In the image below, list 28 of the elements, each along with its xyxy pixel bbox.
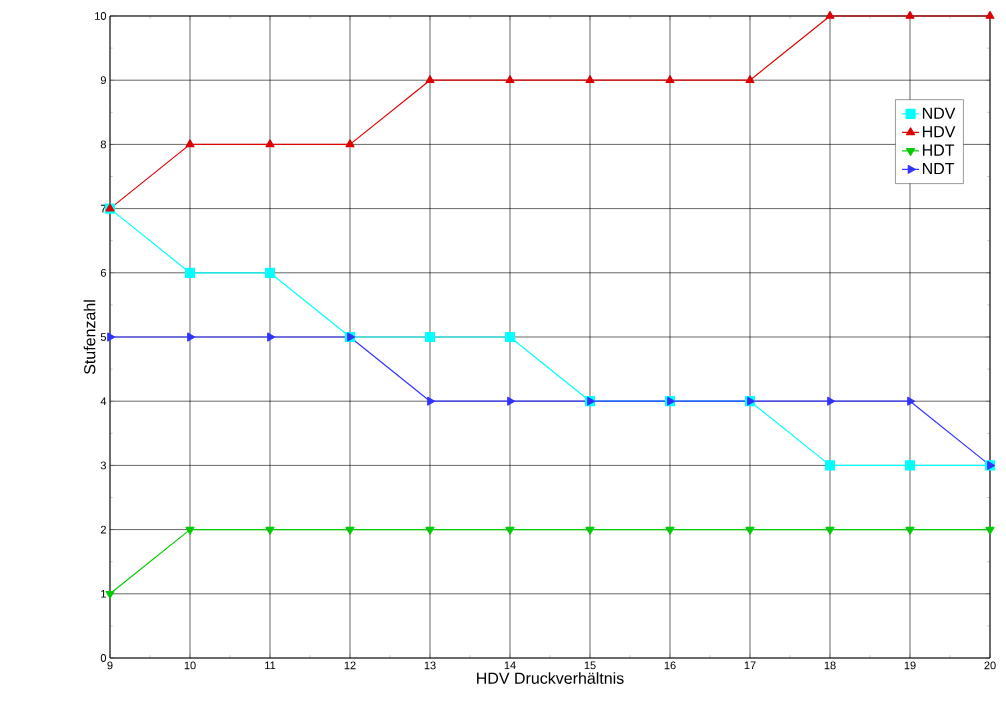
x-tick-label: 19	[904, 661, 916, 670]
y-tick-label: 5	[100, 333, 107, 341]
x-tick-label: 9	[107, 661, 113, 670]
legend-label: HDV	[922, 126, 956, 138]
x-tick-label: 17	[744, 661, 756, 670]
y-tick-label: 10	[95, 12, 107, 20]
legend-label: NDV	[922, 107, 956, 119]
y-tick-label: 9	[100, 76, 106, 85]
y-tick-label: 1	[101, 590, 106, 598]
x-tick-label: 14	[504, 661, 516, 670]
legend-label: HDT	[922, 144, 955, 156]
x-tick-label: 16	[664, 661, 676, 670]
y-tick-label: 0	[100, 654, 107, 662]
x-tick-label: 18	[824, 661, 836, 670]
x-tick-label: 10	[184, 661, 196, 670]
x-tick-label: 15	[584, 661, 596, 670]
x-tick-label: 13	[424, 661, 436, 670]
y-axis-title: Stufenzahl	[83, 300, 96, 375]
y-tick-label: 6	[100, 268, 106, 277]
x-tick-label: 12	[344, 661, 356, 670]
y-tick-label: 3	[100, 461, 106, 470]
legend-label: NDT	[922, 163, 955, 175]
y-tick-label: 4	[100, 397, 107, 405]
x-axis-title: HDV Druckverhältnis	[477, 672, 624, 684]
x-tick-label: 11	[265, 661, 276, 670]
y-tick-label: 8	[100, 140, 106, 149]
y-tick-label: 2	[100, 525, 106, 534]
x-tick-label: 20	[984, 661, 996, 670]
